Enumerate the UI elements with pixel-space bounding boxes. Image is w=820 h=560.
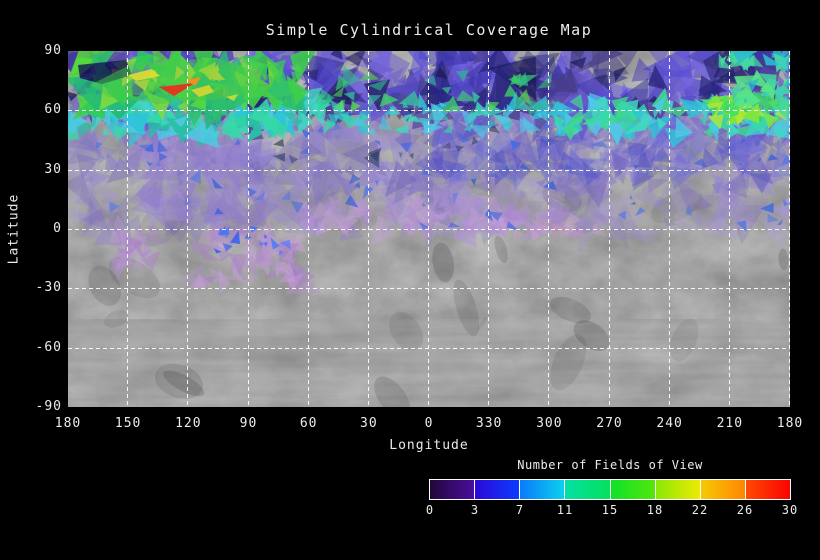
crater bbox=[524, 219, 540, 237]
crater bbox=[88, 265, 122, 307]
crater bbox=[312, 162, 335, 213]
map-plot-area bbox=[68, 51, 790, 407]
colorbar-segment-1 bbox=[475, 480, 520, 499]
y-axis-tick-labels: 90 60 30 0 -30 -60 -90 bbox=[0, 0, 64, 460]
x-tick-4-60: 60 bbox=[299, 416, 318, 431]
crater-shading bbox=[88, 162, 789, 407]
y-tick-90: 90 bbox=[44, 43, 62, 58]
x-tick-1-150: 150 bbox=[114, 416, 142, 431]
y-tick--30: -30 bbox=[35, 280, 62, 296]
coverage-sub-equator-pink-c bbox=[503, 212, 607, 243]
crater bbox=[477, 317, 487, 330]
crater bbox=[378, 252, 387, 277]
coverage-top-right-cyan bbox=[729, 69, 790, 119]
crater bbox=[137, 198, 188, 247]
colorbar-tick-11: 11 bbox=[556, 503, 574, 517]
x-tick-8-300: 300 bbox=[536, 416, 563, 431]
coverage-map-canvas bbox=[68, 51, 790, 407]
colorbar-tick-3: 3 bbox=[470, 503, 480, 517]
crater bbox=[453, 279, 480, 337]
colorbar-segment-3 bbox=[565, 480, 610, 499]
coverage-top-right-corner-cyan bbox=[718, 51, 790, 74]
crater bbox=[560, 263, 596, 301]
crater bbox=[650, 189, 704, 224]
coverage-purple-blob-west bbox=[129, 96, 280, 247]
x-tick-9-270: 270 bbox=[596, 416, 623, 431]
feature-yellow-spot bbox=[226, 94, 238, 101]
x-tick-11-210: 210 bbox=[716, 416, 744, 431]
coverage-sub-equator-purple-a bbox=[108, 214, 169, 281]
crater bbox=[700, 310, 743, 372]
crater bbox=[542, 183, 582, 213]
x-axis-tick-labels: 180 150 120 90 60 30 0 330 300 270 240 210 180 bbox=[55, 416, 802, 434]
crater bbox=[524, 362, 545, 376]
chart-title: Simple Cylindrical Coverage Map bbox=[265, 21, 593, 39]
y-tick--60: -60 bbox=[35, 339, 62, 355]
crater bbox=[778, 248, 789, 271]
crater bbox=[104, 310, 129, 328]
colorbar bbox=[429, 479, 791, 500]
y-tick-0: 0 bbox=[53, 221, 62, 236]
crater bbox=[308, 182, 370, 224]
crater bbox=[432, 242, 454, 283]
colorbar-segment-6 bbox=[700, 480, 745, 499]
crater bbox=[670, 318, 699, 362]
crater bbox=[646, 308, 652, 323]
x-tick-0-180: 180 bbox=[54, 416, 82, 431]
x-tick-10-240: 240 bbox=[656, 416, 683, 431]
colorbar-segment-5 bbox=[655, 480, 700, 499]
x-tick-7-330: 330 bbox=[475, 416, 503, 431]
coverage-sub-equator-blue-specks bbox=[213, 226, 291, 256]
x-tick-6-0: 0 bbox=[424, 416, 434, 431]
x-tick-3-90: 90 bbox=[239, 416, 258, 431]
coverage-sub-equator-purple-b bbox=[180, 218, 321, 295]
colorbar-segment-4 bbox=[610, 480, 655, 499]
colorbar-tick-18: 18 bbox=[646, 503, 664, 517]
colorbar-tick-15: 15 bbox=[601, 503, 619, 517]
colorbar-tick-0: 0 bbox=[425, 503, 435, 517]
crater bbox=[550, 334, 587, 391]
colorbar-tick-labels: 0 3 7 11 15 18 22 26 30 bbox=[0, 503, 820, 519]
colorbar-segment-2 bbox=[520, 480, 565, 499]
feature-red-triangle bbox=[159, 83, 195, 96]
colorbar-title: Number of Fields of View bbox=[517, 458, 703, 472]
colorbar-tick-30: 30 bbox=[781, 503, 799, 517]
crater bbox=[328, 247, 358, 267]
feature-yellow-patch bbox=[191, 85, 214, 97]
crater bbox=[108, 256, 161, 299]
crater bbox=[512, 341, 526, 363]
crater bbox=[108, 211, 126, 231]
y-tick--90: -90 bbox=[35, 399, 62, 414]
colorbar-tick-26: 26 bbox=[736, 503, 754, 517]
crater bbox=[163, 370, 205, 397]
crater bbox=[154, 363, 204, 399]
feature-green-core bbox=[90, 58, 273, 104]
crater bbox=[573, 320, 610, 352]
feature-orange-spot bbox=[185, 77, 201, 86]
coverage-footprints bbox=[68, 51, 790, 295]
crater bbox=[95, 370, 141, 407]
colorbar-tick-7: 7 bbox=[515, 503, 525, 517]
colorbar-tick-22: 22 bbox=[691, 503, 709, 517]
y-tick-30: 30 bbox=[44, 161, 62, 177]
x-axis-label: Longitude bbox=[389, 438, 469, 453]
feature-yellow-streak bbox=[128, 69, 160, 81]
crater bbox=[374, 376, 411, 407]
crater bbox=[494, 235, 508, 264]
crater bbox=[742, 217, 778, 244]
x-tick-2-120: 120 bbox=[175, 416, 202, 431]
crater bbox=[389, 312, 424, 351]
x-tick-12-180: 180 bbox=[776, 416, 804, 431]
y-tick-60: 60 bbox=[44, 102, 62, 118]
crater bbox=[549, 296, 592, 324]
x-tick-5-30: 30 bbox=[360, 416, 378, 431]
grid-lines bbox=[68, 51, 790, 407]
crater bbox=[306, 295, 324, 308]
colorbar-segment-0 bbox=[430, 480, 475, 499]
colorbar-segment-7 bbox=[745, 480, 790, 499]
